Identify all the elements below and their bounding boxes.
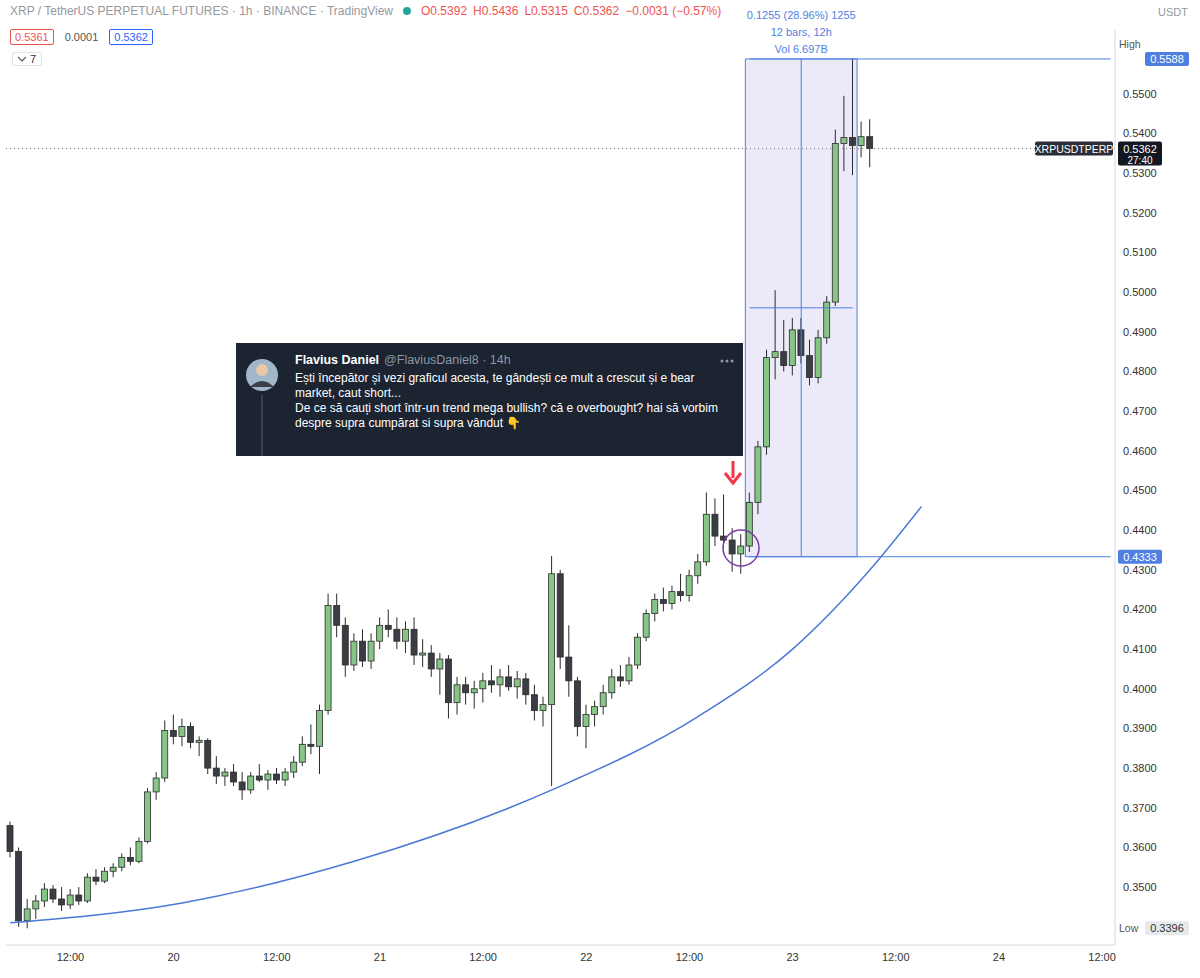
html-text:7: 7 [30,53,37,65]
html-text:C0.5362: C0.5362 [573,4,620,18]
svg-text:0.4600: 0.4600 [1123,445,1157,457]
html-text:0.5361: 0.5361 [15,31,49,43]
svg-text:0.4500: 0.4500 [1123,484,1157,496]
svg-text:24: 24 [993,951,1005,963]
html-text:L0.5315: L0.5315 [524,4,568,18]
svg-text:0.4000: 0.4000 [1123,683,1157,695]
svg-text:0.5000: 0.5000 [1123,286,1157,298]
svg-text:0.4200: 0.4200 [1123,603,1157,615]
svg-text:12:00: 12:00 [469,951,497,963]
svg-text:0.4700: 0.4700 [1123,405,1157,417]
svg-text:High: High [1119,38,1141,50]
html-text:0.5362: 0.5362 [114,31,148,43]
svg-text:0.5588: 0.5588 [1150,53,1184,65]
svg-text:12:00: 12:00 [57,951,85,963]
html-text:O0.5392: O0.5392 [421,4,468,18]
svg-text:0.4333: 0.4333 [1123,551,1157,563]
svg-text:12:00: 12:00 [263,951,291,963]
html-text:XRP / TetherUS PERPETUAL FUTUR: XRP / TetherUS PERPETUAL FUTURES · 1h · … [10,4,393,18]
svg-text:0.3700: 0.3700 [1123,802,1157,814]
svg-text:Vol 6.697B: Vol 6.697B [775,43,828,55]
svg-text:0.3800: 0.3800 [1123,762,1157,774]
html-text:−0.0031 (−0.57%): −0.0031 (−0.57%) [625,4,722,18]
html-text:Flavius Daniel @FlaviusDaniel8: Flavius Daniel @FlaviusDaniel8 · 14h [295,353,511,367]
svg-text:12:00: 12:00 [1088,951,1116,963]
svg-text:Low: Low [1119,922,1139,934]
svg-text:12:00: 12:00 [676,951,704,963]
svg-text:0.5362: 0.5362 [1123,143,1157,155]
svg-text:0.1255 (28.96%) 1255: 0.1255 (28.96%) 1255 [747,9,856,21]
svg-text:27:40: 27:40 [1127,155,1152,166]
svg-text:0.4300: 0.4300 [1123,564,1157,576]
svg-text:0.5300: 0.5300 [1123,167,1157,179]
svg-text:20: 20 [168,951,180,963]
html-text:De ce să cauți short într-un t: De ce să cauți short într-un trend mega … [295,401,718,430]
svg-text:0.4400: 0.4400 [1123,524,1157,536]
svg-text:0.3500: 0.3500 [1123,881,1157,893]
html-text:0.0001: 0.0001 [64,31,99,43]
svg-text:12 bars, 12h: 12 bars, 12h [771,26,832,38]
svg-text:0.5400: 0.5400 [1123,127,1157,139]
svg-text:XRPUSDTPERP: XRPUSDTPERP [1035,143,1114,155]
svg-text:12:00: 12:00 [882,951,910,963]
svg-text:22: 22 [580,951,592,963]
svg-text:0.4900: 0.4900 [1123,326,1157,338]
svg-text:0.3396: 0.3396 [1150,922,1184,934]
svg-text:0.5200: 0.5200 [1123,207,1157,219]
svg-text:0.5100: 0.5100 [1123,246,1157,258]
svg-text:0.4800: 0.4800 [1123,365,1157,377]
svg-text:0.4100: 0.4100 [1123,643,1157,655]
svg-text:0.3600: 0.3600 [1123,841,1157,853]
svg-text:0.3900: 0.3900 [1123,722,1157,734]
svg-text:0.5500: 0.5500 [1123,88,1157,100]
svg-text:21: 21 [374,951,386,963]
html-text:H0.5436: H0.5436 [473,4,519,18]
html-text:Ești începător și vezi graficu: Ești începător și vezi graficul acesta, … [295,371,695,400]
html-text:USDT: USDT [1158,6,1188,18]
svg-text:23: 23 [786,951,798,963]
